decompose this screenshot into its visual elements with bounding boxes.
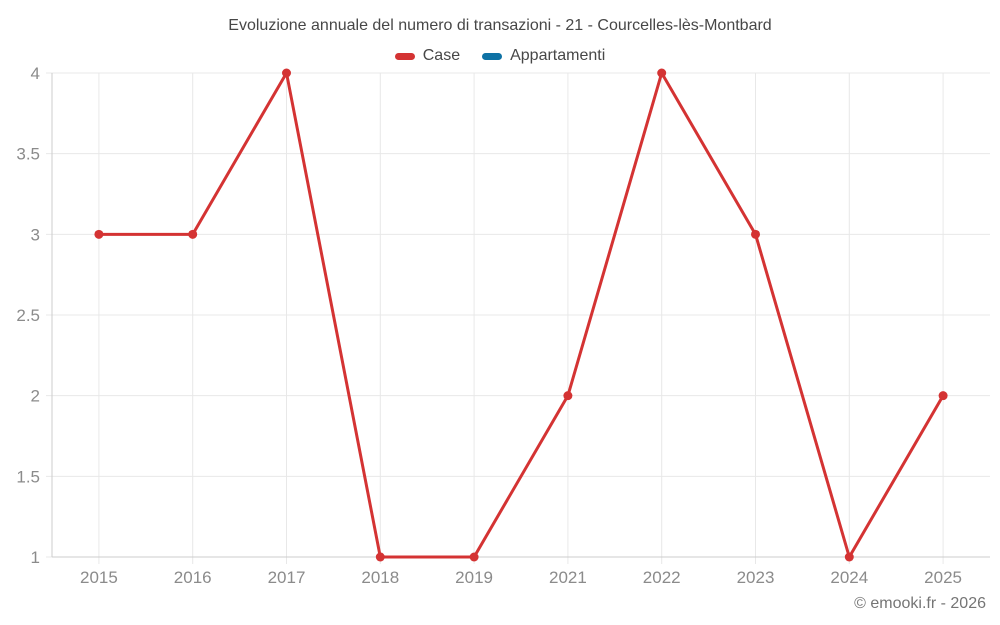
- svg-text:2015: 2015: [80, 568, 118, 587]
- svg-text:2: 2: [31, 387, 40, 406]
- svg-text:2023: 2023: [737, 568, 775, 587]
- svg-text:1.5: 1.5: [16, 467, 40, 486]
- svg-text:3: 3: [31, 225, 40, 244]
- svg-text:2021: 2021: [549, 568, 587, 587]
- legend-item-appartamenti[interactable]: Appartamenti: [482, 47, 605, 65]
- svg-text:2022: 2022: [643, 568, 681, 587]
- svg-text:2019: 2019: [455, 568, 493, 587]
- chart-title: Evoluzione annuale del numero di transaz…: [228, 17, 772, 34]
- svg-text:1: 1: [31, 548, 40, 567]
- copyright-text: © emooki.fr - 2026: [854, 595, 986, 612]
- svg-text:2016: 2016: [174, 568, 212, 587]
- svg-text:2024: 2024: [830, 568, 868, 587]
- svg-text:2025: 2025: [924, 568, 962, 587]
- legend-item-case[interactable]: Case: [394, 47, 461, 65]
- legend-label-case: Case: [422, 47, 461, 64]
- svg-text:2017: 2017: [268, 568, 306, 587]
- legend-swatch-case-icon: [394, 52, 415, 60]
- svg-text:2018: 2018: [361, 568, 399, 587]
- svg-text:4: 4: [31, 64, 40, 83]
- legend-label-appartamenti: Appartamenti: [510, 47, 606, 64]
- chart-legend: Case Appartamenti: [0, 46, 1000, 66]
- svg-text:3.5: 3.5: [16, 145, 40, 164]
- legend-swatch-appartamenti-icon: [482, 52, 503, 60]
- svg-text:2.5: 2.5: [16, 306, 40, 325]
